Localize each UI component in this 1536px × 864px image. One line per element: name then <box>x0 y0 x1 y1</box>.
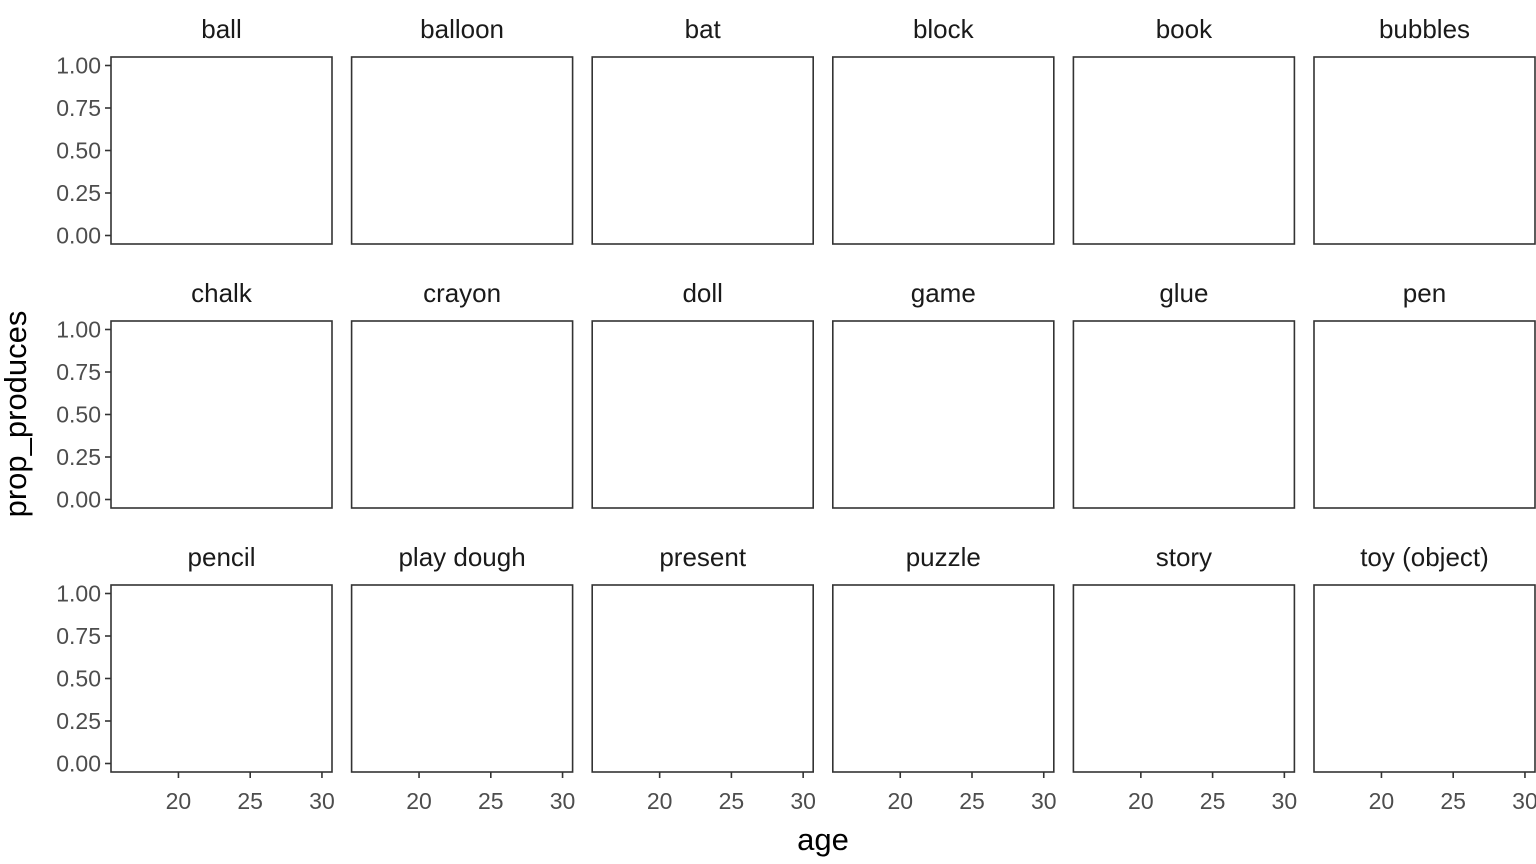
x-tick-label: 20 <box>647 788 673 814</box>
facet-panel: game <box>831 278 1055 509</box>
facet-title: toy (object) <box>1360 542 1489 572</box>
facet-title: play dough <box>398 542 525 572</box>
panel-border <box>1313 56 1536 245</box>
y-tick-label: 0.00 <box>56 223 101 249</box>
facet-title: balloon <box>420 14 504 44</box>
x-tick-label: 30 <box>790 788 816 814</box>
facet-panel: bat <box>591 14 815 245</box>
panel-border <box>1072 320 1296 509</box>
x-tick-label: 30 <box>1512 788 1536 814</box>
facet-panel: book <box>1072 14 1296 245</box>
facet-panel: present 20 25 30 <box>591 542 816 814</box>
x-tick-label: 25 <box>1440 788 1466 814</box>
x-tick-label: 20 <box>1128 788 1154 814</box>
facet-title: book <box>1156 14 1213 44</box>
x-tick-label: 30 <box>1031 788 1057 814</box>
panel-border <box>350 584 574 773</box>
facet-panel: play dough 20 25 30 <box>350 542 576 814</box>
y-tick-label: 0.50 <box>56 402 101 428</box>
y-tick-label: 0.50 <box>56 138 101 164</box>
x-axis-title: age <box>797 822 849 857</box>
facet-panel: chalk 0.00 0.25 0.50 0.75 1.00 <box>56 278 333 513</box>
panel-border <box>1072 584 1296 773</box>
panel-border <box>591 320 815 509</box>
x-tick-label: 20 <box>166 788 192 814</box>
panel-border <box>1313 320 1536 509</box>
x-tick-label: 30 <box>550 788 576 814</box>
y-tick-label: 0.50 <box>56 666 101 692</box>
facet-panel: pen <box>1313 278 1536 509</box>
x-tick-label: 25 <box>237 788 263 814</box>
panel-border <box>831 56 1055 245</box>
facet-title: pencil <box>188 542 256 572</box>
facet-title: doll <box>682 278 722 308</box>
panel-border <box>1072 56 1296 245</box>
x-tick-label: 30 <box>1272 788 1298 814</box>
panel-border <box>110 56 333 245</box>
facet-panel: crayon <box>350 278 574 509</box>
y-tick-label: 0.75 <box>56 359 101 385</box>
x-tick-label: 25 <box>478 788 504 814</box>
panel-border <box>350 56 574 245</box>
facet-title: game <box>911 278 976 308</box>
x-tick-label: 25 <box>959 788 985 814</box>
facet-panel: glue <box>1072 278 1296 509</box>
facet-title: block <box>913 14 975 44</box>
x-tick-label: 20 <box>1369 788 1395 814</box>
facet-title: glue <box>1159 278 1208 308</box>
panel-border <box>831 584 1055 773</box>
facet-title: ball <box>201 14 241 44</box>
facet-title: present <box>659 542 746 572</box>
facet-panel: balloon <box>350 14 574 245</box>
facet-title: chalk <box>191 278 253 308</box>
facet-panel: doll <box>591 278 815 509</box>
y-tick-label: 1.00 <box>56 581 101 607</box>
y-tick-label: 1.00 <box>56 317 101 343</box>
y-tick-label: 0.00 <box>56 487 101 513</box>
panel-border <box>110 584 333 773</box>
facet-panel: ball 0.00 0.25 0.50 0.75 1.00 <box>56 14 333 249</box>
panel-border <box>350 320 574 509</box>
y-tick-label: 0.25 <box>56 444 101 470</box>
panel-border <box>1313 584 1536 773</box>
panel-border <box>831 320 1055 509</box>
x-tick-label: 25 <box>1200 788 1226 814</box>
panel-border <box>591 56 815 245</box>
panel-border <box>591 584 815 773</box>
facet-panels: ball 0.00 0.25 0.50 0.75 1.00 balloon bat block b… <box>56 14 1536 814</box>
y-tick-label: 0.75 <box>56 623 101 649</box>
y-tick-label: 1.00 <box>56 53 101 79</box>
y-tick-label: 0.00 <box>56 751 101 777</box>
y-axis-title: prop_produces <box>0 311 33 518</box>
facet-title: pen <box>1403 278 1446 308</box>
facet-panel: pencil 0.00 0.25 0.50 0.75 1.00 20 25 30 <box>56 542 335 814</box>
facet-title: story <box>1156 542 1212 572</box>
y-tick-label: 0.25 <box>56 708 101 734</box>
facet-panel: story 20 25 30 <box>1072 542 1298 814</box>
x-tick-label: 25 <box>719 788 745 814</box>
facet-title: puzzle <box>906 542 981 572</box>
facet-panel: toy (object) 20 25 30 <box>1313 542 1536 814</box>
x-tick-label: 20 <box>887 788 913 814</box>
panel-border <box>110 320 333 509</box>
facet-title: crayon <box>423 278 501 308</box>
facet-panel: bubbles <box>1313 14 1536 245</box>
y-tick-label: 0.25 <box>56 180 101 206</box>
x-tick-label: 20 <box>406 788 432 814</box>
y-tick-label: 0.75 <box>56 95 101 121</box>
facet-title: bat <box>685 14 722 44</box>
x-tick-label: 30 <box>309 788 335 814</box>
facet-panel: block <box>831 14 1055 245</box>
facet-panel: puzzle 20 25 30 <box>831 542 1057 814</box>
facet-title: bubbles <box>1379 14 1470 44</box>
